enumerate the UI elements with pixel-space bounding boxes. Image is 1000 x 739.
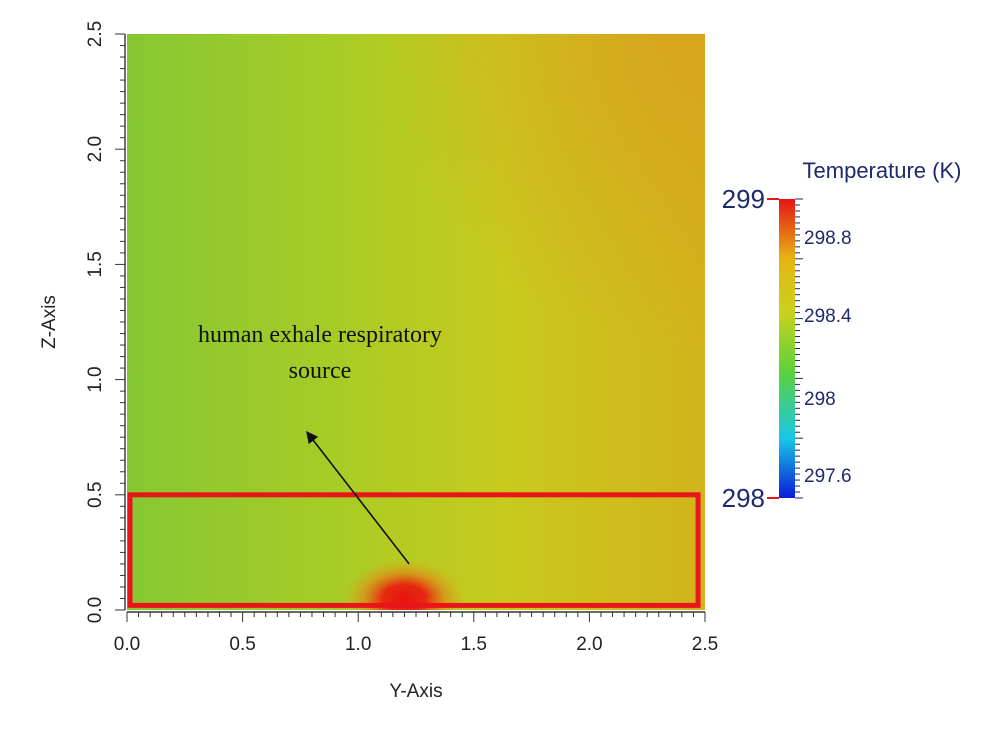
x-tick-label: 0.5 — [229, 634, 255, 655]
colorbar-max-label: 299 — [722, 184, 765, 214]
colorbar-scale — [779, 199, 795, 498]
x-tick-label: 1.5 — [461, 634, 487, 655]
y-tick-label: 1.0 — [85, 366, 106, 392]
x-tick-label: 2.0 — [576, 634, 602, 655]
annotation-arrow — [306, 431, 410, 565]
colorbar-tick-label: 298.8 — [804, 228, 852, 249]
x-tick-label: 1.0 — [345, 634, 371, 655]
heatmap-field — [127, 34, 705, 610]
heatmap-cold-region — [127, 212, 252, 593]
y-tick-label: 1.5 — [85, 251, 106, 277]
colorbar-min-label: 298 — [722, 483, 765, 513]
y-axis-title: Z-Axis — [39, 295, 60, 349]
x-axis-tick-labels: 0.0 0.5 1.0 1.5 2.0 2.5 — [114, 634, 718, 655]
colorbar: Temperature (K) 297.6 298 298.4 298.8 299 2… — [722, 158, 962, 513]
colorbar-tick-label: 297.6 — [804, 466, 852, 487]
y-tick-label: 0.0 — [85, 597, 106, 623]
colorbar-tick-labels: 297.6 298 298.4 298.8 — [804, 228, 852, 487]
y-axis-tick-labels: 0.0 0.5 1.0 1.5 2.0 2.5 — [85, 21, 106, 623]
colorbar-title: Temperature (K) — [803, 158, 962, 183]
x-tick-label: 2.5 — [692, 634, 718, 655]
x-axis-title: Y-Axis — [389, 681, 442, 702]
highlight-region-box — [127, 492, 701, 608]
y-axis-ticks — [115, 33, 125, 611]
heatmap-hot-region — [342, 558, 467, 610]
annotation-text-line2: source — [289, 358, 352, 384]
annotation-text-line1: human exhale respiratory — [198, 322, 442, 348]
x-axis-ticks — [126, 612, 706, 622]
y-tick-label: 2.0 — [85, 136, 106, 162]
y-tick-label: 0.5 — [85, 482, 106, 508]
axes: 0.0 0.5 1.0 1.5 2.0 2.5 0.0 0.5 1.0 1.5 2.0 2.5 — [85, 21, 718, 655]
y-tick-label: 2.5 — [85, 21, 106, 47]
x-tick-label: 0.0 — [114, 634, 140, 655]
colorbar-tick-label: 298.4 — [804, 306, 852, 327]
colorbar-minor-ticks — [795, 198, 803, 499]
colorbar-tick-label: 298 — [804, 389, 836, 410]
